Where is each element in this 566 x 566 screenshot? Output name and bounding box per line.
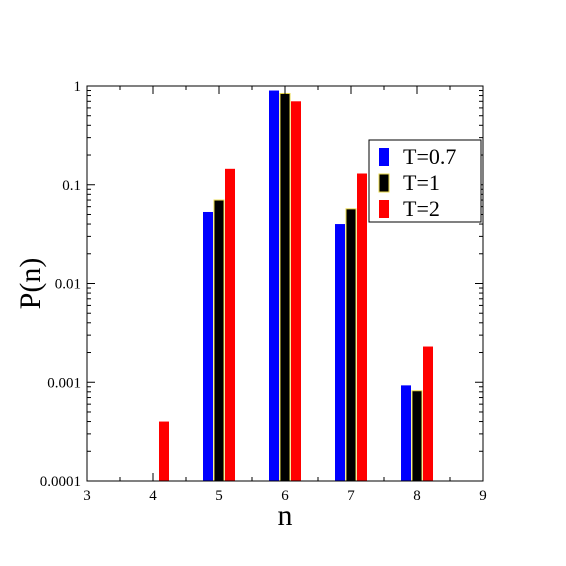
bar-t2-n5 [225,168,235,481]
bars [159,90,433,482]
y-tick-label: 0.0001 [40,474,81,490]
y-tick-label: 0.1 [62,178,81,194]
bar-t07-n6 [269,90,279,481]
bar-t1-n7 [345,208,357,482]
x-axis-label: n [278,499,293,532]
x-tick-label: 4 [149,488,157,504]
x-tick-label: 5 [215,488,223,504]
bar-t07-n8 [401,385,411,481]
bar-t2-n7 [357,173,367,481]
y-tick-label: 1 [74,79,82,95]
bar-t2-n4 [159,421,169,481]
legend-swatch [378,173,390,193]
x-tick-labels: 3 4 5 6 7 8 9 [83,488,487,504]
bar-t1-n6 [279,92,291,482]
y-tick-label: 0.01 [55,277,81,293]
bar-t2-n6 [291,101,301,481]
y-axis-label: P(n) [14,258,47,310]
axis-ticks [86,85,484,482]
legend-swatch [379,200,389,218]
x-tick-label: 3 [83,488,91,504]
bar-t2-n8 [423,346,433,481]
legend-swatch [379,148,389,166]
x-tick-label: 6 [281,488,289,504]
bar-t1-n5 [213,199,225,482]
x-tick-label: 7 [347,488,355,504]
bar-t07-n5 [203,211,213,481]
bar-t07-n7 [335,224,345,481]
bar-t1-n8 [411,390,423,482]
legend-label: T=2 [403,196,440,221]
legend-label: T=0.7 [403,144,456,169]
x-tick-label: 8 [413,488,421,504]
y-tick-labels: 0.0001 0.001 0.01 0.1 1 [40,79,81,490]
legend: T=0.7T=1T=2 [368,139,482,223]
x-tick-label: 9 [479,488,487,504]
y-tick-label: 0.001 [47,375,81,391]
legend-label: T=1 [403,170,440,195]
